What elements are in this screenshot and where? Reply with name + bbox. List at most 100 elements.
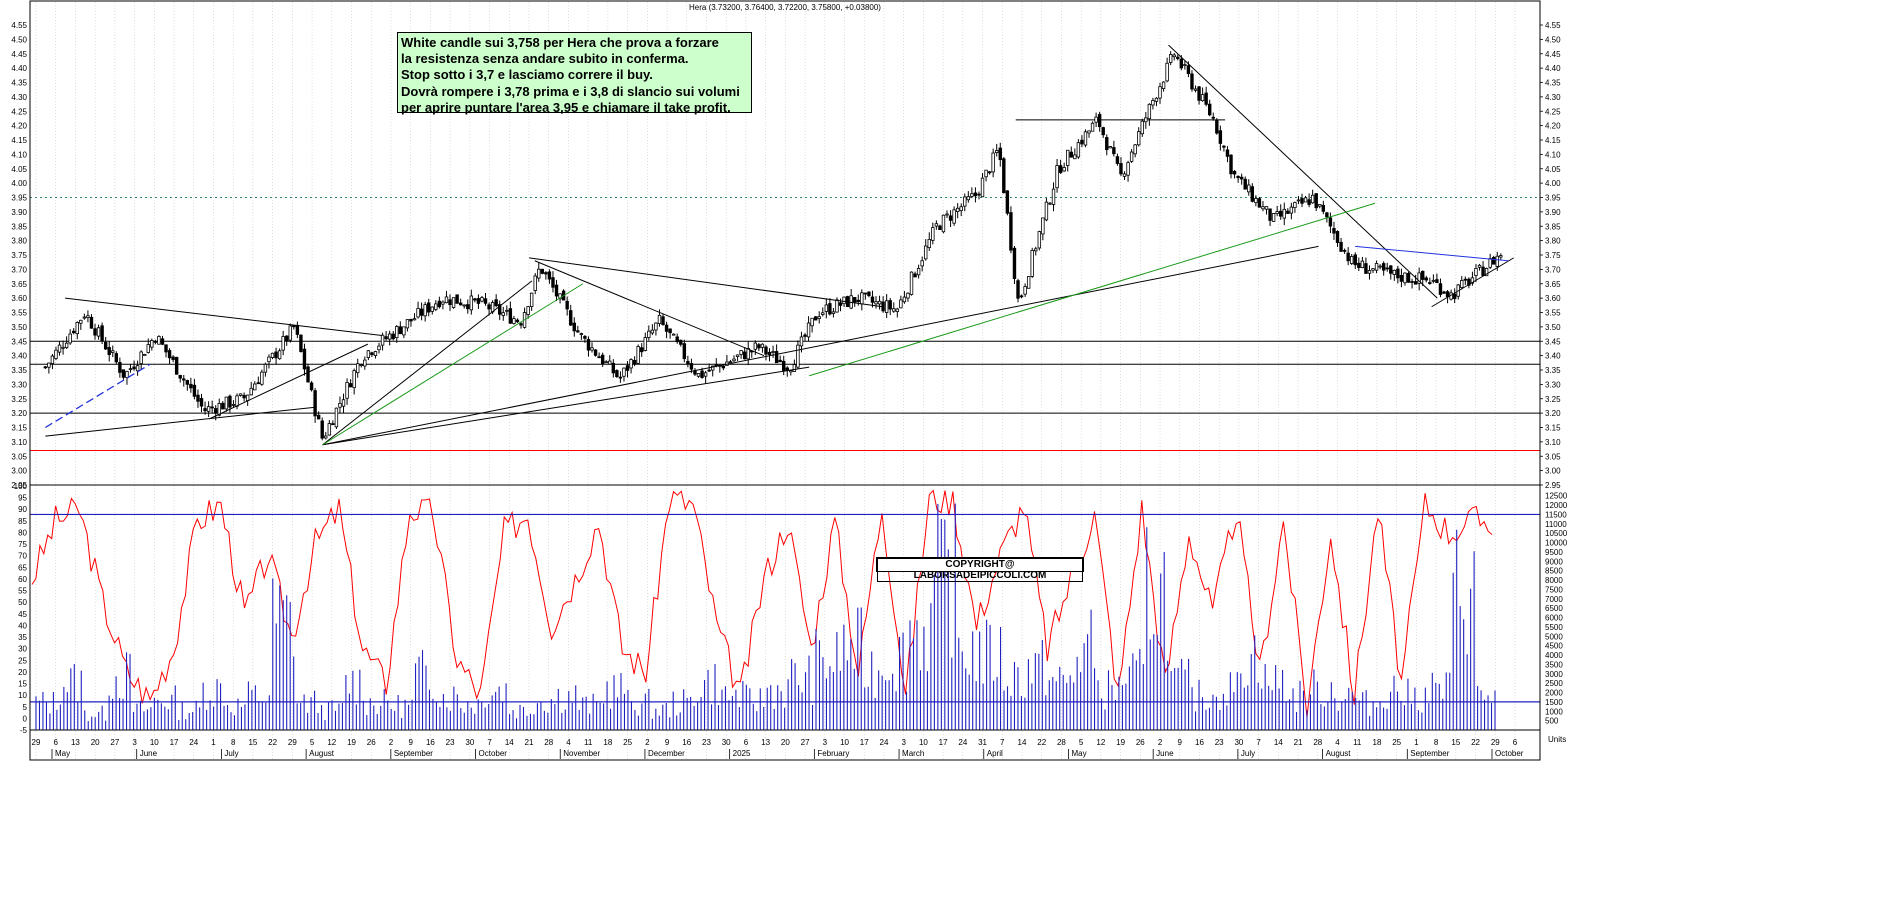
candle-body [189,383,193,389]
candle-body [1243,178,1247,190]
candle-body [558,293,562,300]
candle-body [732,358,736,362]
candle-body [948,215,953,221]
candle-body [1264,206,1269,210]
candle-body [256,382,261,385]
candle-body [299,334,303,352]
candle-body [1012,247,1017,279]
candle-body [72,330,76,334]
x-day-tick-label: 14 [505,738,514,747]
candle-body [306,366,310,383]
x-month-label: November [563,749,600,758]
candle-body [1218,130,1223,144]
candle-body [1367,270,1372,274]
candle-body [1094,116,1098,123]
candle-body [916,268,921,276]
candle-body [696,373,701,377]
price-tick-label-right: 4.30 [1545,93,1561,102]
price-tick-label-right: 3.45 [1545,337,1561,346]
price-tick-label-left: 4.50 [11,35,27,44]
candle-body [476,298,481,304]
candle-body [735,354,740,357]
oscillator-tick-label: 20 [18,668,27,677]
candle-body [139,351,143,364]
candle-body [593,349,598,356]
x-day-tick-label: 13 [71,738,80,747]
candle-body [132,366,136,370]
price-tick-label-right: 2.95 [1545,481,1561,490]
x-day-tick-label: 2 [389,738,394,747]
candle-body [952,209,956,224]
candle-body [1183,64,1187,66]
volume-tick-label: 3500 [1545,660,1563,669]
candle-body [1421,270,1425,280]
candle-body [196,394,200,402]
price-tick-label-right: 4.20 [1545,122,1561,131]
candle-body [370,352,374,355]
candle-body [1325,212,1329,218]
candle-body [324,435,328,439]
candle-body [118,362,122,373]
candle-body [1087,130,1091,134]
candle-body [224,396,229,410]
candle-body [1019,295,1024,298]
x-day-tick-label: 26 [1136,738,1145,747]
candle-body [501,312,505,316]
x-month-label: May [1071,749,1086,758]
volume-tick-label: 11000 [1545,520,1567,529]
trendline [534,260,765,357]
candle-body [1474,268,1478,276]
candle-body [608,360,612,365]
price-tick-label-left: 3.75 [11,251,27,260]
price-tick-label-left: 3.30 [11,380,27,389]
x-day-tick-label: 6 [1513,738,1518,747]
candle-body [1442,291,1446,294]
x-day-tick-label: 29 [288,738,297,747]
candle-body [707,369,711,372]
trendline [1355,245,1509,262]
price-tick-label-left: 4.15 [11,136,27,145]
candle-body [884,300,889,313]
candle-body [1413,281,1418,285]
candle-body [1041,217,1045,235]
price-tick-label-right: 3.90 [1545,208,1561,217]
price-tick-label-left: 3.45 [11,337,27,346]
candle-body [931,227,935,241]
copyright-label: COPYRIGHT@ LABORSADEIPICCOLI.COM [876,557,1084,582]
x-day-tick-label: 5 [1079,738,1084,747]
price-tick-label-right: 3.60 [1545,294,1561,303]
price-tick-label-left: 4.20 [11,122,27,131]
price-tick-label-left: 3.05 [11,452,27,461]
candle-body [1222,145,1226,148]
candle-body [1179,58,1184,69]
candle-body [462,304,466,307]
price-tick-label-left: 3.15 [11,424,27,433]
candle-body [228,395,232,408]
candle-body [309,382,314,391]
candle-body [419,308,424,316]
candle-body [359,364,363,366]
x-day-tick-label: 26 [367,738,376,747]
volume-tick-label: 7500 [1545,585,1563,594]
note-line-4: Dovrà rompere i 3,78 prima e i 3,8 di sl… [401,83,740,99]
candle-body [214,408,218,414]
candle-body [466,304,470,310]
candle-body [64,342,69,349]
candle-body [210,406,214,409]
x-day-tick-label: 14 [1018,738,1027,747]
x-day-tick-label: 13 [761,738,770,747]
candle-body [721,365,726,369]
candle-body [572,322,576,332]
candle-body [703,372,708,377]
grid-lines [35,2,1516,759]
x-day-tick-label: 17 [939,738,948,747]
candle-body [1460,280,1464,288]
candle-body [1232,170,1237,175]
candle-body [1435,279,1439,283]
price-tick-label-right: 3.75 [1545,251,1561,260]
candle-body [1271,213,1276,222]
candle-body [505,309,509,312]
note-line-3: Stop sotto i 3,7 e lasciamo correre il b… [401,67,653,83]
candle-body [455,294,459,304]
price-tick-label-left: 3.10 [11,438,27,447]
